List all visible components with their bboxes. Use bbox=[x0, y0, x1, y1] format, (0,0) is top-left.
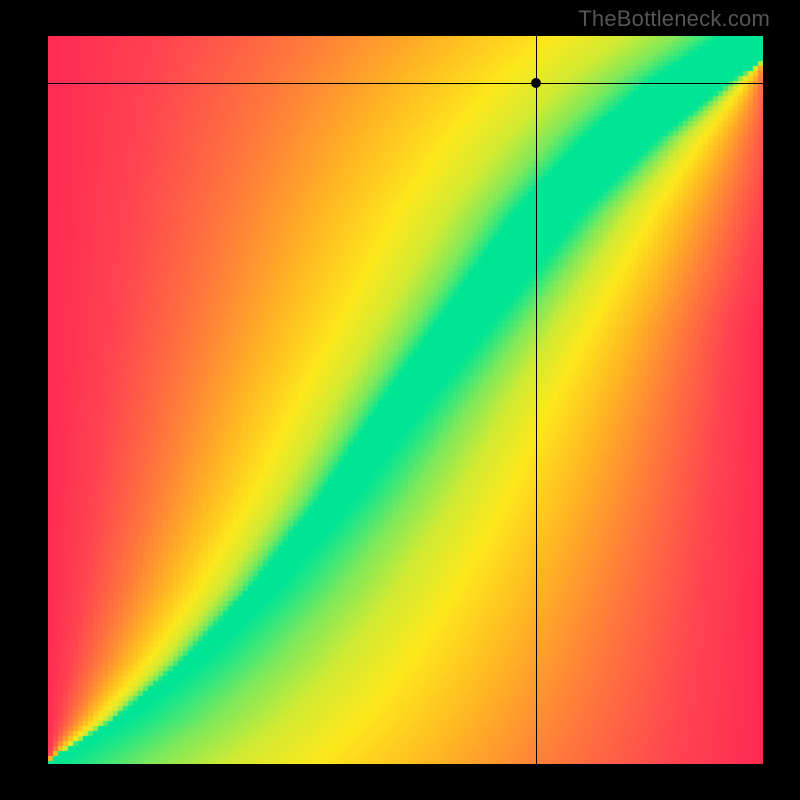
crosshair-marker bbox=[531, 78, 541, 88]
frame-right bbox=[764, 32, 800, 770]
heatmap-area bbox=[48, 36, 763, 764]
frame-left bbox=[30, 32, 48, 770]
frame-bottom bbox=[30, 764, 800, 800]
crosshair-vertical bbox=[536, 36, 538, 764]
watermark-text: TheBottleneck.com bbox=[578, 6, 770, 32]
crosshair-horizontal bbox=[48, 83, 763, 85]
heatmap-canvas bbox=[48, 36, 763, 764]
